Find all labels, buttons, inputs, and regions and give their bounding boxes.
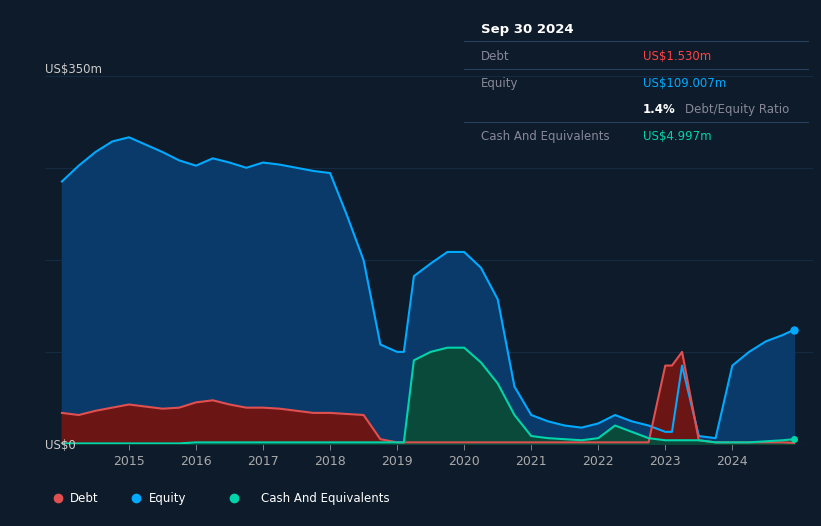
Text: US$4.997m: US$4.997m	[643, 130, 712, 144]
Text: Cash And Equivalents: Cash And Equivalents	[261, 492, 390, 505]
Text: Debt: Debt	[70, 492, 99, 505]
Text: US$0: US$0	[45, 439, 76, 452]
Text: 1.4%: 1.4%	[643, 103, 676, 116]
Text: Sep 30 2024: Sep 30 2024	[481, 23, 574, 36]
Text: Equity: Equity	[481, 77, 519, 90]
Text: Equity: Equity	[149, 492, 186, 505]
Text: Debt/Equity Ratio: Debt/Equity Ratio	[685, 103, 789, 116]
Text: US$1.530m: US$1.530m	[643, 49, 712, 63]
Text: US$350m: US$350m	[45, 63, 102, 76]
Text: Cash And Equivalents: Cash And Equivalents	[481, 130, 610, 144]
Text: US$109.007m: US$109.007m	[643, 77, 727, 90]
Text: Debt: Debt	[481, 49, 510, 63]
